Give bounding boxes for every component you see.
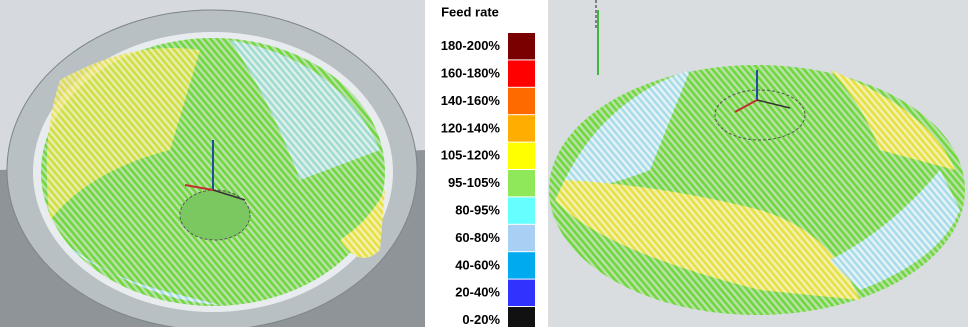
figure: Feed rate 180-200% 160-180% 140-160% 120-14… — [0, 0, 968, 327]
legend-swatch — [508, 307, 535, 327]
legend-label: 80-95% — [455, 203, 500, 218]
left-view — [0, 0, 425, 327]
legend-label: 160-180% — [441, 66, 501, 81]
legend-swatch — [508, 88, 535, 114]
legend-swatch — [508, 143, 535, 169]
legend-swatch — [508, 280, 535, 306]
legend-label: 180-200% — [441, 38, 501, 53]
legend-label: 105-120% — [441, 148, 501, 163]
right-view — [548, 0, 968, 327]
legend-swatch — [508, 252, 535, 278]
legend-label: 40-60% — [455, 257, 500, 272]
legend-swatch — [508, 115, 535, 141]
legend-label: 60-80% — [455, 230, 500, 245]
legend-label: 120-140% — [441, 120, 501, 135]
legend-label: 20-40% — [455, 285, 500, 300]
legend-title: Feed rate — [441, 4, 499, 19]
legend-swatch — [508, 60, 535, 86]
legend-swatch — [508, 33, 535, 59]
legend-label: 95-105% — [448, 175, 500, 190]
legend-swatch — [508, 197, 535, 223]
legend: Feed rate 180-200% 160-180% 140-160% 120-14… — [441, 4, 535, 327]
legend-swatch — [508, 225, 535, 251]
legend-label: 0-20% — [462, 312, 500, 327]
legend-swatch — [508, 170, 535, 196]
legend-label: 140-160% — [441, 93, 501, 108]
